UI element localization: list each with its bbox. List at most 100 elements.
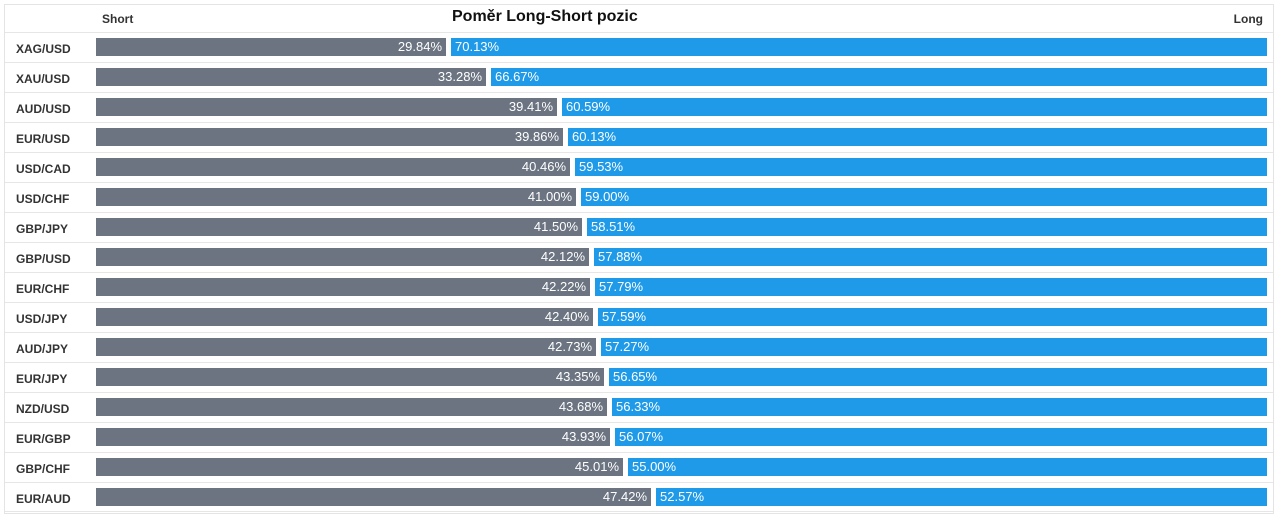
chart-frame bbox=[4, 4, 1274, 514]
category-label: EUR/CHF bbox=[16, 282, 70, 296]
short-value-label: 43.68% bbox=[558, 399, 603, 414]
long-value-label: 57.88% bbox=[598, 249, 643, 264]
table-row: EUR/USD 39.86% 60.13% bbox=[5, 122, 1273, 152]
short-bar: 43.93% bbox=[96, 428, 610, 446]
table-row: EUR/JPY 43.35% 56.65% bbox=[5, 362, 1273, 392]
short-value-label: 41.50% bbox=[533, 219, 578, 234]
category-label: NZD/USD bbox=[16, 402, 70, 416]
short-value-label: 42.40% bbox=[544, 309, 589, 324]
long-bar: 56.07% bbox=[615, 428, 1267, 446]
short-value-label: 43.35% bbox=[555, 369, 600, 384]
category-label: GBP/CHF bbox=[16, 462, 70, 476]
category-label: EUR/JPY bbox=[16, 372, 68, 386]
long-value-label: 56.65% bbox=[613, 369, 658, 384]
long-bar: 59.53% bbox=[575, 158, 1267, 176]
long-value-label: 60.13% bbox=[572, 129, 617, 144]
short-bar: 29.84% bbox=[96, 38, 446, 56]
short-bar: 43.35% bbox=[96, 368, 604, 386]
short-bar: 42.40% bbox=[96, 308, 593, 326]
short-value-label: 45.01% bbox=[574, 459, 619, 474]
chart-header: Short Poměr Long-Short pozic Long bbox=[0, 4, 1280, 32]
short-value-label: 42.73% bbox=[547, 339, 592, 354]
long-bar: 57.27% bbox=[601, 338, 1267, 356]
short-bar: 39.41% bbox=[96, 98, 557, 116]
short-value-label: 42.22% bbox=[541, 279, 586, 294]
short-value-label: 29.84% bbox=[397, 39, 442, 54]
long-bar: 57.88% bbox=[594, 248, 1267, 266]
table-row: AUD/USD 39.41% 60.59% bbox=[5, 92, 1273, 122]
long-value-label: 57.27% bbox=[605, 339, 650, 354]
long-value-label: 57.59% bbox=[602, 309, 647, 324]
short-axis-label: Short bbox=[102, 12, 134, 26]
long-bar: 60.59% bbox=[562, 98, 1267, 116]
long-value-label: 57.79% bbox=[599, 279, 644, 294]
table-row: EUR/CHF 42.22% 57.79% bbox=[5, 272, 1273, 302]
short-bar: 39.86% bbox=[96, 128, 563, 146]
category-label: AUD/USD bbox=[16, 102, 71, 116]
table-row: USD/CHF 41.00% 59.00% bbox=[5, 182, 1273, 212]
table-row: AUD/JPY 42.73% 57.27% bbox=[5, 332, 1273, 362]
short-bar: 45.01% bbox=[96, 458, 623, 476]
table-row: EUR/GBP 43.93% 56.07% bbox=[5, 422, 1273, 452]
table-row: NZD/USD 43.68% 56.33% bbox=[5, 392, 1273, 422]
long-bar: 52.57% bbox=[656, 488, 1267, 506]
short-value-label: 41.00% bbox=[527, 189, 572, 204]
category-label: USD/JPY bbox=[16, 312, 68, 326]
table-row: GBP/CHF 45.01% 55.00% bbox=[5, 452, 1273, 482]
long-value-label: 52.57% bbox=[660, 489, 705, 504]
short-bar: 42.73% bbox=[96, 338, 596, 356]
long-value-label: 56.33% bbox=[616, 399, 661, 414]
short-value-label: 39.86% bbox=[514, 129, 559, 144]
long-bar: 56.33% bbox=[612, 398, 1267, 416]
category-label: EUR/USD bbox=[16, 132, 71, 146]
long-bar: 57.79% bbox=[595, 278, 1267, 296]
long-value-label: 60.59% bbox=[566, 99, 611, 114]
short-value-label: 39.41% bbox=[508, 99, 553, 114]
category-label: XAU/USD bbox=[16, 72, 71, 86]
short-bar: 41.50% bbox=[96, 218, 582, 236]
short-value-label: 43.93% bbox=[561, 429, 606, 444]
short-bar: 42.22% bbox=[96, 278, 590, 296]
short-value-label: 33.28% bbox=[437, 69, 482, 84]
long-value-label: 59.00% bbox=[585, 189, 630, 204]
long-bar: 60.13% bbox=[568, 128, 1267, 146]
short-bar: 42.12% bbox=[96, 248, 589, 266]
table-row: USD/CAD 40.46% 59.53% bbox=[5, 152, 1273, 182]
long-value-label: 55.00% bbox=[632, 459, 677, 474]
chart-title: Poměr Long-Short pozic bbox=[452, 8, 638, 25]
long-bar: 70.13% bbox=[451, 38, 1267, 56]
category-label: XAG/USD bbox=[16, 42, 71, 56]
long-axis-label: Long bbox=[1233, 12, 1263, 26]
long-value-label: 66.67% bbox=[495, 69, 540, 84]
table-row: EUR/AUD 47.42% 52.57% bbox=[5, 482, 1273, 512]
category-label: GBP/USD bbox=[16, 252, 71, 266]
table-row: GBP/JPY 41.50% 58.51% bbox=[5, 212, 1273, 242]
short-value-label: 40.46% bbox=[521, 159, 566, 174]
short-bar: 40.46% bbox=[96, 158, 570, 176]
short-bar: 33.28% bbox=[96, 68, 486, 86]
long-bar: 58.51% bbox=[587, 218, 1267, 236]
long-value-label: 58.51% bbox=[591, 219, 636, 234]
long-bar: 55.00% bbox=[628, 458, 1267, 476]
short-value-label: 42.12% bbox=[540, 249, 585, 264]
table-row: GBP/USD 42.12% 57.88% bbox=[5, 242, 1273, 272]
table-row: XAG/USD 29.84% 70.13% bbox=[5, 32, 1273, 62]
short-bar: 47.42% bbox=[96, 488, 651, 506]
long-value-label: 56.07% bbox=[619, 429, 664, 444]
category-label: USD/CHF bbox=[16, 192, 70, 206]
long-bar: 56.65% bbox=[609, 368, 1267, 386]
short-bar: 41.00% bbox=[96, 188, 576, 206]
category-label: EUR/AUD bbox=[16, 492, 71, 506]
long-value-label: 70.13% bbox=[455, 39, 500, 54]
long-bar: 59.00% bbox=[581, 188, 1267, 206]
category-label: GBP/JPY bbox=[16, 222, 69, 236]
bar-rows: XAG/USD 29.84% 70.13% XAU/USD 33.28% 66.67% AU… bbox=[5, 32, 1273, 512]
long-value-label: 59.53% bbox=[579, 159, 624, 174]
table-row: XAU/USD 33.28% 66.67% bbox=[5, 62, 1273, 92]
category-label: USD/CAD bbox=[16, 162, 71, 176]
long-bar: 66.67% bbox=[491, 68, 1267, 86]
long-bar: 57.59% bbox=[598, 308, 1267, 326]
category-label: EUR/GBP bbox=[16, 432, 71, 446]
short-bar: 43.68% bbox=[96, 398, 607, 416]
table-row: USD/JPY 42.40% 57.59% bbox=[5, 302, 1273, 332]
